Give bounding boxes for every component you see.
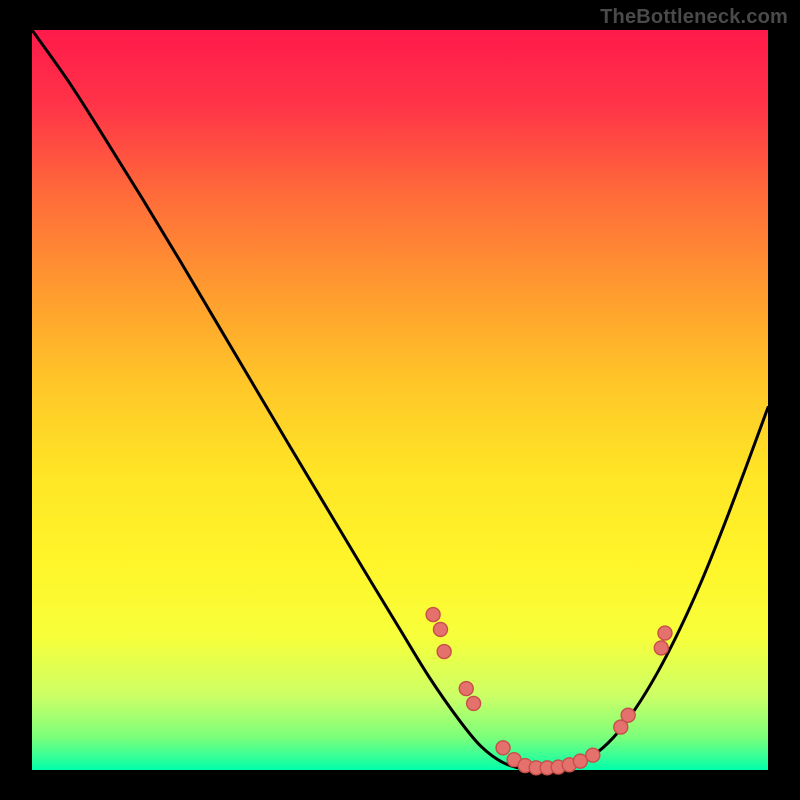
plot-area [32,30,768,770]
data-marker [658,626,672,640]
chart-svg [0,0,800,800]
data-marker [433,622,447,636]
watermark-text: TheBottleneck.com [600,6,788,29]
data-marker [621,708,635,722]
data-marker [437,645,451,659]
data-marker [426,608,440,622]
data-marker [467,696,481,710]
figure-root: TheBottleneck.com [0,0,800,800]
data-marker [459,682,473,696]
data-marker [496,741,510,755]
data-marker [654,641,668,655]
data-marker [586,748,600,762]
